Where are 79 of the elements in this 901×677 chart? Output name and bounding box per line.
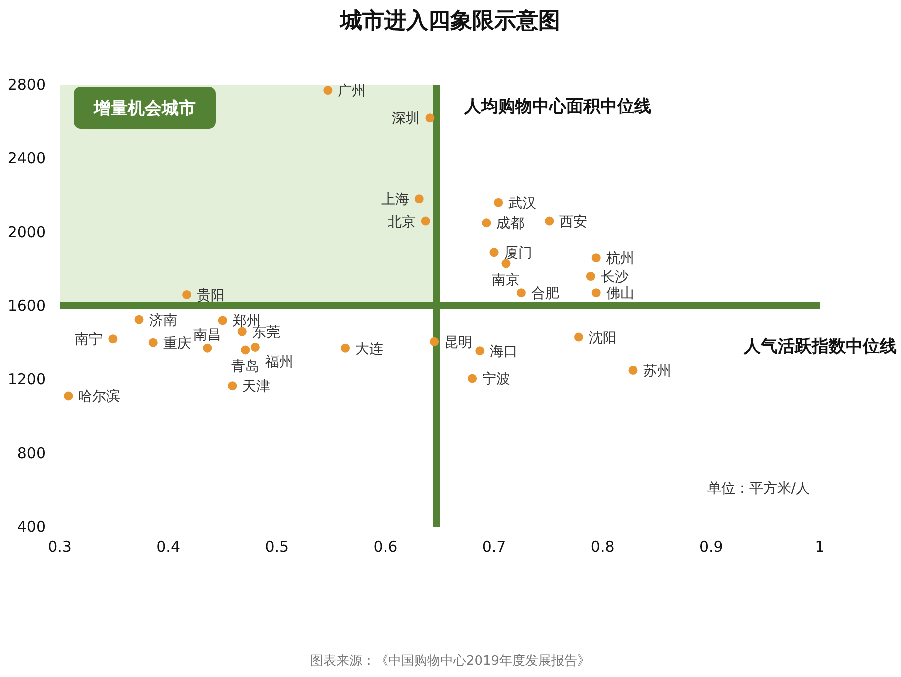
annotation: 南昌 <box>194 327 222 344</box>
point <box>430 337 440 346</box>
annotation: 青岛 <box>232 359 260 376</box>
annotation: 上海 <box>381 192 410 208</box>
annotation: 广州 <box>338 84 366 100</box>
annotation: 贵阳 <box>197 288 226 304</box>
point <box>108 334 118 344</box>
annotation: 宁波 <box>482 372 511 388</box>
annotation: 苏州 <box>643 363 672 380</box>
annotation: 昆明 <box>444 334 473 351</box>
point <box>148 338 158 348</box>
annotation: 哈尔滨 <box>78 389 121 406</box>
point <box>341 344 350 353</box>
y-tick-label: 400 <box>17 518 46 536</box>
annotation: 杭州 <box>605 251 634 268</box>
annotation: 佛山 <box>606 286 634 302</box>
chart-title: 城市进入四象限示意图 <box>340 8 560 34</box>
y-tick-label: 1200 <box>8 370 46 389</box>
point <box>64 392 74 401</box>
annotation: 济南 <box>149 312 178 329</box>
x-tick-label: 0.3 <box>48 538 72 556</box>
point <box>628 366 638 375</box>
x-tick-label: 0.8 <box>590 538 615 556</box>
annotation: 合肥 <box>531 286 560 302</box>
point <box>592 254 601 263</box>
annotation: 南京 <box>492 272 520 289</box>
ref-line-label: 人均购物中心面积中位线 <box>464 97 652 117</box>
point <box>241 346 250 355</box>
point <box>490 248 499 258</box>
annotation: 深圳 <box>392 111 420 128</box>
point <box>502 259 511 268</box>
text: 图表来源：《中国购物中心2019年度发展报告》 <box>310 653 591 669</box>
y-tick-label: 800 <box>17 444 46 462</box>
point <box>250 342 260 352</box>
point <box>516 288 526 298</box>
annotation: 南宁 <box>75 332 104 348</box>
annotation: 厦门 <box>504 246 532 262</box>
annotation: 大连 <box>356 341 384 358</box>
annotation: 长沙 <box>600 270 629 286</box>
annotation: 成都 <box>496 216 525 232</box>
y-tick-label: 1600 <box>8 297 46 315</box>
point <box>324 86 333 96</box>
annotation: 西安 <box>560 214 588 230</box>
point <box>238 327 247 336</box>
y-tick-label: 2000 <box>8 223 46 242</box>
annotation: 海口 <box>490 344 518 360</box>
y-tick-label: 2800 <box>8 76 46 94</box>
point <box>592 288 601 298</box>
annotation: 武汉 <box>508 196 537 212</box>
ref-line-label: 人气活跃指数中位线 <box>743 337 897 357</box>
x-tick-label: 0.9 <box>700 538 724 556</box>
point <box>426 114 435 123</box>
point <box>203 344 212 353</box>
point <box>574 332 584 342</box>
x-tick-label: 0.5 <box>265 538 290 556</box>
band-label: 增量机会城市 <box>93 99 196 119</box>
point <box>545 216 554 226</box>
y-tick-label: 2400 <box>8 150 46 168</box>
annotation: 单位：平方米/人 <box>707 481 810 497</box>
annotation: 北京 <box>388 214 416 230</box>
point <box>134 315 144 324</box>
point <box>586 272 596 282</box>
x-tick-label: 0.4 <box>156 538 180 556</box>
point <box>228 382 238 391</box>
point <box>494 198 504 208</box>
point <box>468 374 478 384</box>
annotation: 天津 <box>242 379 271 396</box>
annotation: 重庆 <box>163 336 192 352</box>
point <box>182 290 192 300</box>
point <box>421 216 430 226</box>
point <box>218 316 228 326</box>
point <box>414 194 424 204</box>
x-tick-label: 1 <box>815 538 825 556</box>
x-tick-label: 0.7 <box>482 538 506 556</box>
annotation: 福州 <box>265 354 294 370</box>
x-tick-label: 0.6 <box>374 538 398 556</box>
point <box>476 346 485 356</box>
annotation: 沈阳 <box>588 330 617 346</box>
point <box>482 218 492 228</box>
